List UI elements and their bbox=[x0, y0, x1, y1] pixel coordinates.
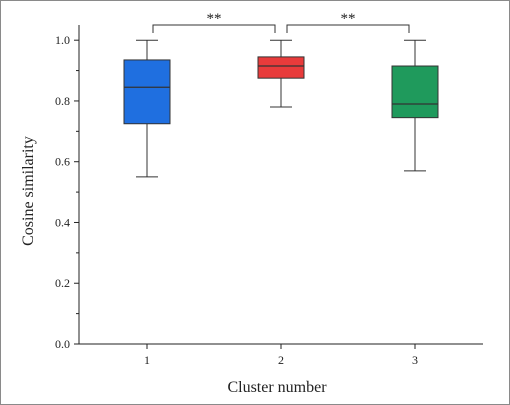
significance-bracket: ** bbox=[286, 11, 410, 33]
box-cluster-1 bbox=[123, 39, 171, 178]
y-axis-label: Cosine similarity bbox=[20, 136, 37, 246]
y-tick-label: 0.6 bbox=[55, 155, 70, 169]
iqr-box bbox=[391, 65, 439, 119]
x-tick-label: 2 bbox=[278, 353, 284, 367]
y-tick-label: 0.8 bbox=[55, 94, 70, 108]
box-cluster-2 bbox=[257, 39, 305, 108]
iqr-box bbox=[123, 59, 171, 125]
y-tick-label: 0.4 bbox=[55, 215, 70, 229]
x-axis-label: Cluster number bbox=[227, 379, 327, 396]
x-tick-label: 1 bbox=[144, 353, 150, 367]
significance-label: ** bbox=[341, 11, 356, 27]
iqr-box bbox=[257, 56, 305, 79]
bracket-line bbox=[286, 24, 410, 33]
x-tick-label: 3 bbox=[412, 353, 418, 367]
bracket-line bbox=[152, 24, 276, 33]
significance-bracket: ** bbox=[152, 11, 276, 33]
ticks: 0.0 0.2 0.4 0.6 0.8 1.0 1 2 3 bbox=[55, 33, 418, 367]
significance-label: ** bbox=[207, 11, 222, 27]
y-tick-label: 1.0 bbox=[55, 33, 70, 47]
y-tick-label: 0.0 bbox=[55, 337, 70, 351]
boxes bbox=[123, 39, 439, 178]
significance-brackets: ** ** bbox=[152, 11, 410, 33]
box-cluster-3 bbox=[391, 39, 439, 172]
y-tick-label: 0.2 bbox=[55, 276, 70, 290]
